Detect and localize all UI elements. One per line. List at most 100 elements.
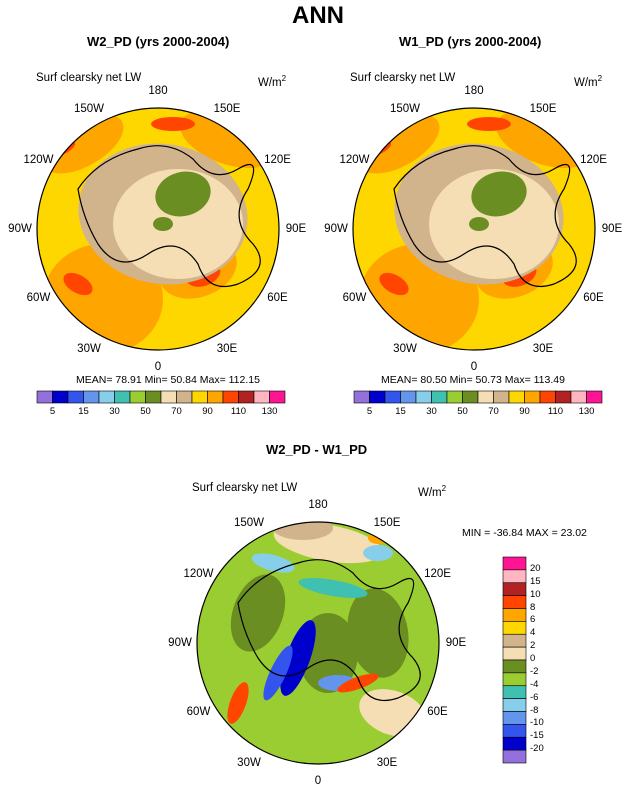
colorbar-swatch xyxy=(502,749,527,764)
unit-label-diff: W/m2 xyxy=(418,484,447,499)
colorbar-swatch xyxy=(145,390,162,404)
lon-label-30e-diff: 30E xyxy=(376,756,398,769)
colorbar-tick-label: -20 xyxy=(530,743,544,755)
colorbar-swatch xyxy=(52,390,69,404)
colorbar-swatch xyxy=(207,390,224,404)
lon-label-150w-w2: 150W xyxy=(73,103,105,116)
lon-label-30e-w2: 30E xyxy=(216,342,238,355)
colorbar-swatch xyxy=(502,698,527,712)
colorbar-tick-label: 15 xyxy=(395,406,406,417)
colorbar-tick-label: 0 xyxy=(530,653,536,664)
colorbar-swatch xyxy=(502,633,527,648)
lon-label-90e-diff: 90E xyxy=(445,637,467,649)
colorbar-tick-label: 50 xyxy=(457,406,468,417)
colorbar-tick-label: 5 xyxy=(49,406,56,417)
map-frame-w2 xyxy=(36,107,280,351)
colorbar-swatch xyxy=(502,724,527,738)
colorbar-swatch xyxy=(384,390,401,404)
lon-label-120w-w2: 120W xyxy=(23,154,54,166)
colorbar-swatch xyxy=(36,390,53,404)
colorbar-swatch xyxy=(524,390,541,404)
colorbar-swatch xyxy=(502,621,527,635)
colorbar-swatch xyxy=(98,390,115,404)
lon-label-30w-w1: 30W xyxy=(393,342,417,355)
colorbar-swatch xyxy=(502,556,527,571)
colorbar-tick-label: -8 xyxy=(530,704,539,716)
lon-label-120w-w1: 120W xyxy=(339,154,370,166)
lon-label-180-w1: 180 xyxy=(464,85,484,97)
colorbar-w1 xyxy=(353,390,603,404)
field-pacific-west xyxy=(358,114,440,174)
lon-label-60e-w2: 60E xyxy=(267,292,288,304)
field-teal-band xyxy=(298,578,368,598)
colorbar-tick-label: 8 xyxy=(530,601,536,613)
field-ice-min-2 xyxy=(153,217,173,231)
colorbar-tick-label: 70 xyxy=(171,406,182,417)
field-neg-streak-1 xyxy=(280,620,316,696)
colorbar-swatch xyxy=(502,595,527,609)
panel-title-w1: W1_PD (yrs 2000-2004) xyxy=(399,34,542,49)
lon-label-120e-w2: 120E xyxy=(264,154,291,166)
lon-label-0-w1: 0 xyxy=(470,361,478,373)
colorbar-w2 xyxy=(36,390,286,404)
colorbar-tick-label: 6 xyxy=(530,614,536,626)
colorbar-swatch xyxy=(176,390,193,404)
coastline xyxy=(237,559,421,702)
colorbar-swatch xyxy=(400,390,417,404)
lon-label-150w-diff: 150W xyxy=(233,517,265,530)
colorbar-swatch xyxy=(462,390,479,404)
map-boundary xyxy=(352,107,596,351)
colorbar-swatch xyxy=(555,390,572,404)
field-ice-min xyxy=(155,171,211,217)
lon-label-120e-w1: 120E xyxy=(580,154,607,166)
colorbar-tick-label: 110 xyxy=(230,406,247,417)
colorbar-tick-label: 70 xyxy=(488,406,499,417)
lon-label-150e-diff: 150E xyxy=(373,517,401,530)
lon-label-30w-w2: 30W xyxy=(77,342,101,355)
colorbar-swatch xyxy=(493,390,510,404)
lon-label-90w-w2: 90W xyxy=(8,223,32,235)
colorbar-tick-label: 2 xyxy=(530,640,536,652)
lon-label-150e-w2: 150E xyxy=(213,103,241,116)
variable-label-w2: Surf clearsky net LW xyxy=(36,72,142,84)
colorbar-swatch xyxy=(502,569,527,584)
map-boundary xyxy=(196,521,440,765)
colorbar-tick-label: 130 xyxy=(578,406,595,417)
colorbar-tick-label: 90 xyxy=(519,406,530,417)
field-bering-max xyxy=(467,117,511,131)
field-ice-min xyxy=(471,171,527,217)
colorbar-diff xyxy=(502,556,527,764)
colorbar-tick-label: -15 xyxy=(530,730,544,742)
colorbar-tick-label: 110 xyxy=(547,406,564,417)
lon-label-180-w2: 180 xyxy=(148,85,168,97)
colorbar-swatch xyxy=(431,390,448,404)
field-teal-patch xyxy=(363,545,393,561)
colorbar-tick-label: -4 xyxy=(530,678,539,690)
colorbar-swatch xyxy=(222,390,239,404)
panel-title-w2: W2_PD (yrs 2000-2004) xyxy=(87,34,230,49)
lon-label-90w-w1: 90W xyxy=(324,223,348,235)
field-pacific-west xyxy=(42,114,124,174)
colorbar-swatch xyxy=(539,390,556,404)
colorbar-tick-label: 30 xyxy=(109,406,120,417)
colorbar-tick-label: -10 xyxy=(530,717,544,729)
colorbar-swatch xyxy=(502,736,527,751)
unit-label-w2: W/m2 xyxy=(258,74,287,89)
field-ice-min-2 xyxy=(469,217,489,231)
lon-label-60e-w1: 60E xyxy=(583,292,604,304)
colorbar-tick-label: 10 xyxy=(530,588,541,600)
colorbar-tick-label: 15 xyxy=(78,406,89,417)
lon-label-90e-w2: 90E xyxy=(285,223,307,235)
lon-label-90w-diff: 90W xyxy=(168,637,192,649)
colorbar-tick-label: -6 xyxy=(530,691,539,703)
colorbar-swatch xyxy=(129,390,146,404)
variable-label-w1: Surf clearsky net LW xyxy=(350,72,456,84)
colorbar-swatch xyxy=(502,646,527,661)
lon-label-90e-w1: 90E xyxy=(601,223,623,235)
panel-title-diff: W2_PD - W1_PD xyxy=(266,442,368,457)
colorbar-swatch xyxy=(160,390,177,404)
field-atlantic-max xyxy=(379,272,409,296)
variable-label-diff: Surf clearsky net LW xyxy=(192,482,298,494)
colorbar-tick-label: 4 xyxy=(530,627,536,639)
